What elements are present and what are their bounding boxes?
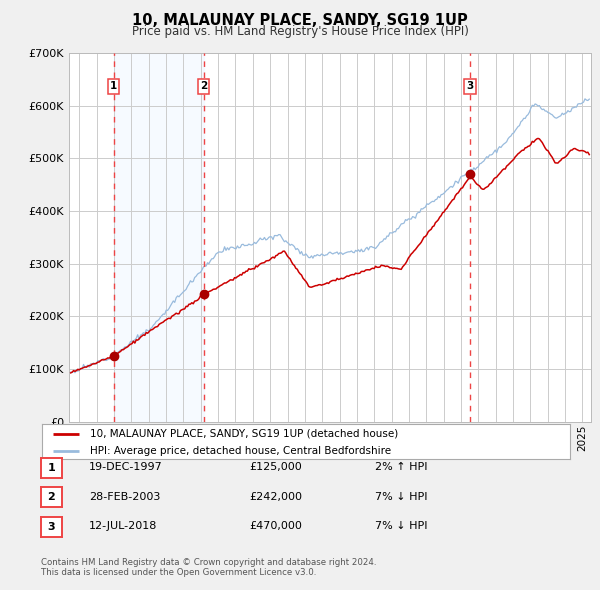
Text: £470,000: £470,000 xyxy=(249,522,302,531)
Text: 1: 1 xyxy=(47,463,55,473)
Text: 28-FEB-2003: 28-FEB-2003 xyxy=(89,492,160,502)
Text: £242,000: £242,000 xyxy=(249,492,302,502)
Text: HPI: Average price, detached house, Central Bedfordshire: HPI: Average price, detached house, Cent… xyxy=(89,446,391,456)
Text: 7% ↓ HPI: 7% ↓ HPI xyxy=(375,492,427,502)
Bar xyxy=(113,53,203,422)
Text: 3: 3 xyxy=(466,81,474,91)
Text: 2% ↑ HPI: 2% ↑ HPI xyxy=(375,463,427,472)
Text: 10, MALAUNAY PLACE, SANDY, SG19 1UP: 10, MALAUNAY PLACE, SANDY, SG19 1UP xyxy=(132,13,468,28)
Text: 2: 2 xyxy=(200,81,207,91)
Text: 2: 2 xyxy=(47,493,55,502)
Text: 3: 3 xyxy=(47,522,55,532)
Text: 19-DEC-1997: 19-DEC-1997 xyxy=(89,463,163,472)
Text: £125,000: £125,000 xyxy=(249,463,302,472)
Text: 1: 1 xyxy=(110,81,117,91)
Text: Price paid vs. HM Land Registry's House Price Index (HPI): Price paid vs. HM Land Registry's House … xyxy=(131,25,469,38)
Text: 10, MALAUNAY PLACE, SANDY, SG19 1UP (detached house): 10, MALAUNAY PLACE, SANDY, SG19 1UP (det… xyxy=(89,428,398,438)
Text: Contains HM Land Registry data © Crown copyright and database right 2024.
This d: Contains HM Land Registry data © Crown c… xyxy=(41,558,376,577)
Text: 7% ↓ HPI: 7% ↓ HPI xyxy=(375,522,427,531)
Text: 12-JUL-2018: 12-JUL-2018 xyxy=(89,522,157,531)
